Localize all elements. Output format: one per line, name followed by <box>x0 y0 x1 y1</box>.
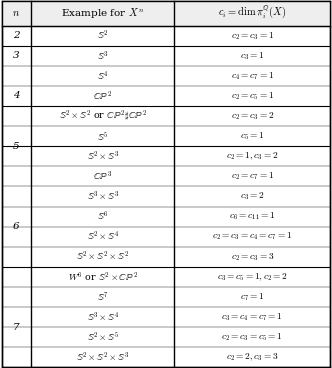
Text: 7: 7 <box>13 323 20 332</box>
Text: $c_2 = c_3 = c_5 = 1$: $c_2 = c_3 = c_5 = 1$ <box>221 331 283 343</box>
Text: $c_2 = c_5 = 1$: $c_2 = c_5 = 1$ <box>231 90 274 102</box>
Text: $\mathbb{S}^2 \times \mathbb{S}^3$: $\mathbb{S}^2 \times \mathbb{S}^3$ <box>87 149 119 163</box>
Text: $\mathbb{S}^4$: $\mathbb{S}^4$ <box>97 69 109 82</box>
Text: $c_2 = c_7 = 1$: $c_2 = c_7 = 1$ <box>231 170 274 182</box>
Text: 2: 2 <box>13 31 20 40</box>
Text: $\mathbb{S}^7$: $\mathbb{S}^7$ <box>97 290 109 304</box>
Text: $c_2 = c_3 = 3$: $c_2 = c_3 = 3$ <box>230 251 274 262</box>
Text: $\mathbb{S}^2 \times \mathbb{S}^2$ or $\mathbb{CP}^2\sharp\mathbb{CP}^2$: $\mathbb{S}^2 \times \mathbb{S}^2$ or $\… <box>58 109 147 124</box>
Text: $\mathbb{S}^6$: $\mathbb{S}^6$ <box>97 210 108 223</box>
Text: $c_3 = c_5 = 1, c_2 = 2$: $c_3 = c_5 = 1, c_2 = 2$ <box>217 271 288 283</box>
Text: $c_3 = 2$: $c_3 = 2$ <box>240 191 265 202</box>
Bar <box>2 1 330 26</box>
Text: $c_3 = 1$: $c_3 = 1$ <box>240 50 265 61</box>
Text: $\mathbb{S}^2 \times \mathbb{S}^5$: $\mathbb{S}^2 \times \mathbb{S}^5$ <box>87 331 119 343</box>
Text: 5: 5 <box>13 142 20 151</box>
Text: $c_2 = c_3 = 1$: $c_2 = c_3 = 1$ <box>231 30 274 42</box>
Text: $\mathbb{CP}^2$: $\mathbb{CP}^2$ <box>93 89 112 103</box>
Text: Example for $X^n$: Example for $X^n$ <box>61 6 144 20</box>
Text: $\mathbb{S}^2 \times \mathbb{S}^4$: $\mathbb{S}^2 \times \mathbb{S}^4$ <box>87 230 119 243</box>
Text: $c_5 = 1$: $c_5 = 1$ <box>240 130 265 142</box>
Text: $c_3 = c_4 = c_7 = 1$: $c_3 = c_4 = c_7 = 1$ <box>221 311 283 323</box>
Text: $c_2 = 2, c_3 = 3$: $c_2 = 2, c_3 = 3$ <box>226 351 279 363</box>
Text: $\mathbb{S}^3 \times \mathbb{S}^4$: $\mathbb{S}^3 \times \mathbb{S}^4$ <box>87 310 119 324</box>
Text: $\mathbb{S}^2 \times \mathbb{S}^2 \times \mathbb{S}^2$: $\mathbb{S}^2 \times \mathbb{S}^2 \times… <box>76 250 129 263</box>
Text: $\mathbb{CP}^3$: $\mathbb{CP}^3$ <box>93 170 112 183</box>
Text: 6: 6 <box>13 222 20 231</box>
Text: $c_2 = c_3 = 2$: $c_2 = c_3 = 2$ <box>230 110 274 122</box>
Text: $\mathbb{S}^3$: $\mathbb{S}^3$ <box>97 49 109 63</box>
Text: 3: 3 <box>13 51 20 60</box>
Text: $c_6 = c_{11} = 1$: $c_6 = c_{11} = 1$ <box>229 211 276 222</box>
Text: $W^6$ or $\mathbb{S}^2 \times \mathbb{CP}^2$: $W^6$ or $\mathbb{S}^2 \times \mathbb{CP… <box>68 270 138 284</box>
Text: $n$: $n$ <box>12 9 21 18</box>
Text: $\mathbb{S}^2$: $\mathbb{S}^2$ <box>97 29 108 42</box>
Text: $c_2 = 1, c_3 = 2$: $c_2 = 1, c_3 = 2$ <box>226 151 279 162</box>
Text: $c_i = \dim \pi_i^{\mathbb{Q}}(X)$: $c_i = \dim \pi_i^{\mathbb{Q}}(X)$ <box>218 5 287 21</box>
Text: $\mathbb{S}^5$: $\mathbb{S}^5$ <box>97 130 108 142</box>
Text: $\mathbb{S}^2 \times \mathbb{S}^2 \times \mathbb{S}^3$: $\mathbb{S}^2 \times \mathbb{S}^2 \times… <box>76 350 129 364</box>
Text: $c_4 = c_7 = 1$: $c_4 = c_7 = 1$ <box>231 70 274 82</box>
Text: 4: 4 <box>13 92 20 100</box>
Text: $c_7 = 1$: $c_7 = 1$ <box>240 291 265 303</box>
Text: $c_2 = c_3 = c_4 = c_7 = 1$: $c_2 = c_3 = c_4 = c_7 = 1$ <box>212 231 292 243</box>
Text: $\mathbb{S}^3 \times \mathbb{S}^3$: $\mathbb{S}^3 \times \mathbb{S}^3$ <box>87 190 119 203</box>
